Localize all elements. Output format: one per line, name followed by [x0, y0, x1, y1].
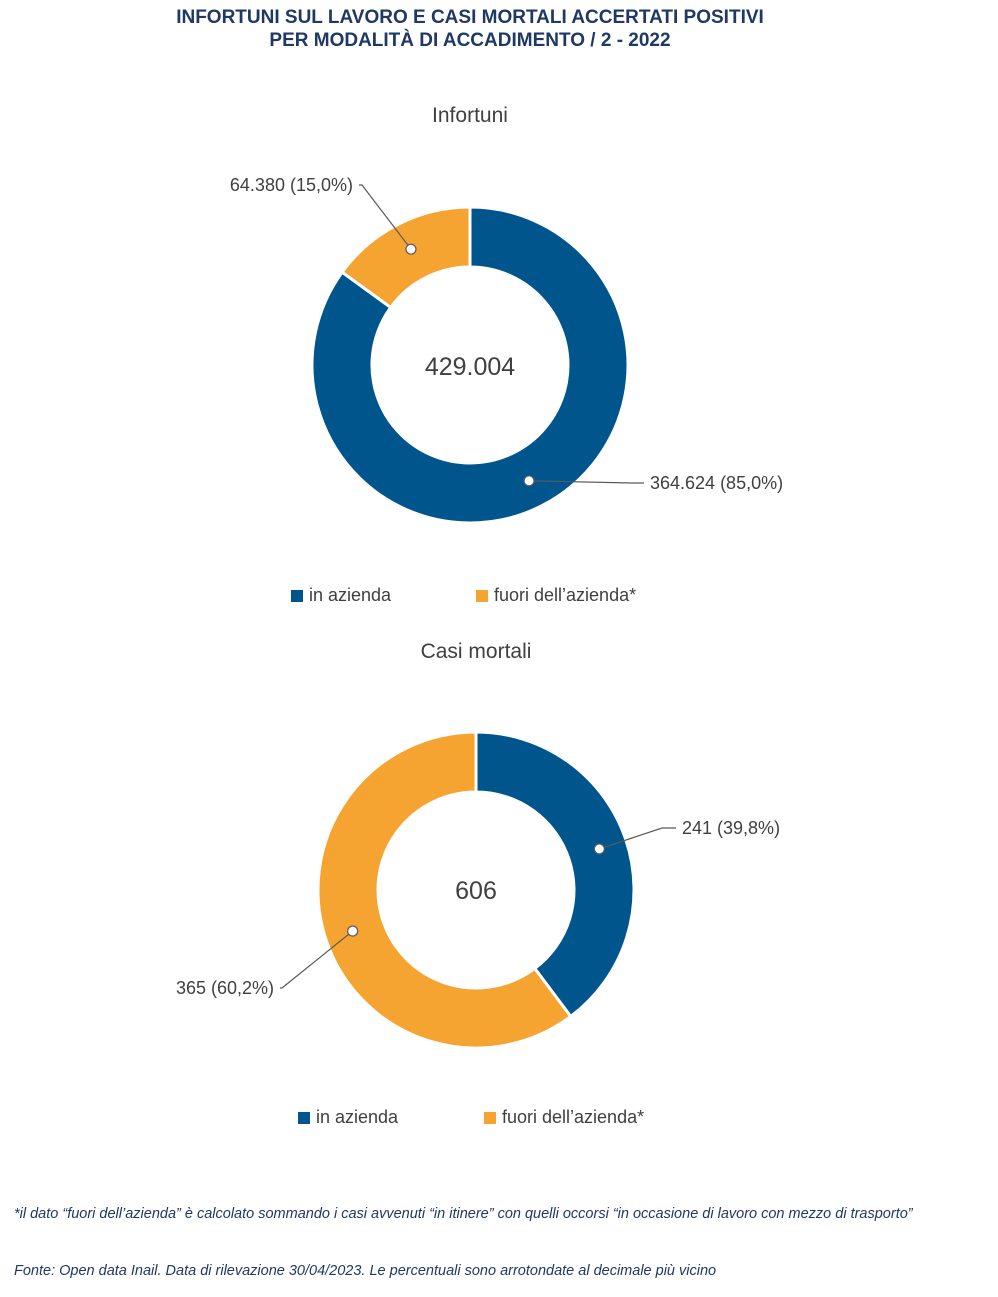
footnote-note: *il dato “fuori dell’azienda” è calcolat… [14, 1206, 913, 1222]
data-label-fuori-azienda: 64.380 (15,0%) [230, 175, 353, 195]
main-title: INFORTUNI SUL LAVORO E CASI MORTALI ACCE… [0, 6, 940, 52]
legend-item-fuori-azienda: fuori dell’azienda* [484, 1107, 644, 1128]
legend-label-in-azienda: in azienda [309, 585, 392, 605]
donut-segment-fuori-azienda [316, 730, 573, 1050]
chart-title-casi-mortali: Casi mortali [420, 640, 532, 663]
chart-title-infortuni: Infortuni [432, 104, 508, 127]
legend-swatch-fuori-azienda [476, 589, 488, 602]
legend-swatch-in-azienda [298, 1111, 310, 1124]
leader-dot-in-azienda [523, 475, 535, 487]
data-label-fuori-azienda: 365 (60,2%) [176, 978, 274, 998]
main-title-line2: PER MODALITÀ DI ACCADIMENTO / 2 - 2022 [269, 30, 671, 51]
leader-line-in-azienda [599, 827, 676, 850]
legend-label-fuori-azienda: fuori dell’azienda* [502, 1107, 645, 1127]
legend-label-in-azienda: in azienda [316, 1107, 399, 1127]
leader-dot-fuori-azienda [347, 925, 359, 937]
legend-infortuni: in azienda fuori dell’azienda* [0, 585, 998, 609]
donut-total-label: 429.004 [425, 353, 515, 381]
leader-line-fuori-azienda [280, 930, 354, 989]
footnote-source: Fonte: Open data Inail. Data di rilevazi… [14, 1263, 717, 1279]
legend-label-fuori-azienda: fuori dell’azienda* [494, 585, 637, 605]
legend-item-in-azienda: in azienda [298, 1107, 398, 1128]
donut-chart-infortuni: 364.624 (85,0%) 64.380 (15,0%) 429.004 [230, 175, 783, 525]
leader-line-fuori-azienda [359, 184, 412, 250]
donut-segment-in-azienda [310, 205, 630, 525]
donut-total-label: 606 [455, 877, 497, 905]
legend-item-in-azienda: in azienda [291, 585, 391, 606]
data-label-in-azienda: 364.624 (85,0%) [650, 473, 783, 493]
legend-swatch-in-azienda [291, 589, 303, 602]
main-title-line1: INFORTUNI SUL LAVORO E CASI MORTALI ACCE… [176, 7, 764, 28]
leader-dot-fuori-azienda [405, 243, 417, 255]
leader-dot-in-azienda [593, 843, 605, 855]
legend-casi-mortali: in azienda fuori dell’azienda* [0, 1107, 998, 1131]
donut-chart-casi-mortali: 241 (39,8%) 365 (60,2%) 606 [176, 730, 780, 1050]
donut-segment-in-azienda [474, 730, 636, 1019]
data-label-in-azienda: 241 (39,8%) [682, 818, 780, 838]
legend-swatch-fuori-azienda [484, 1111, 496, 1124]
leader-line-in-azienda [529, 480, 644, 484]
donut-segment-fuori-azienda [340, 205, 472, 310]
legend-item-fuori-azienda: fuori dell’azienda* [476, 585, 636, 606]
